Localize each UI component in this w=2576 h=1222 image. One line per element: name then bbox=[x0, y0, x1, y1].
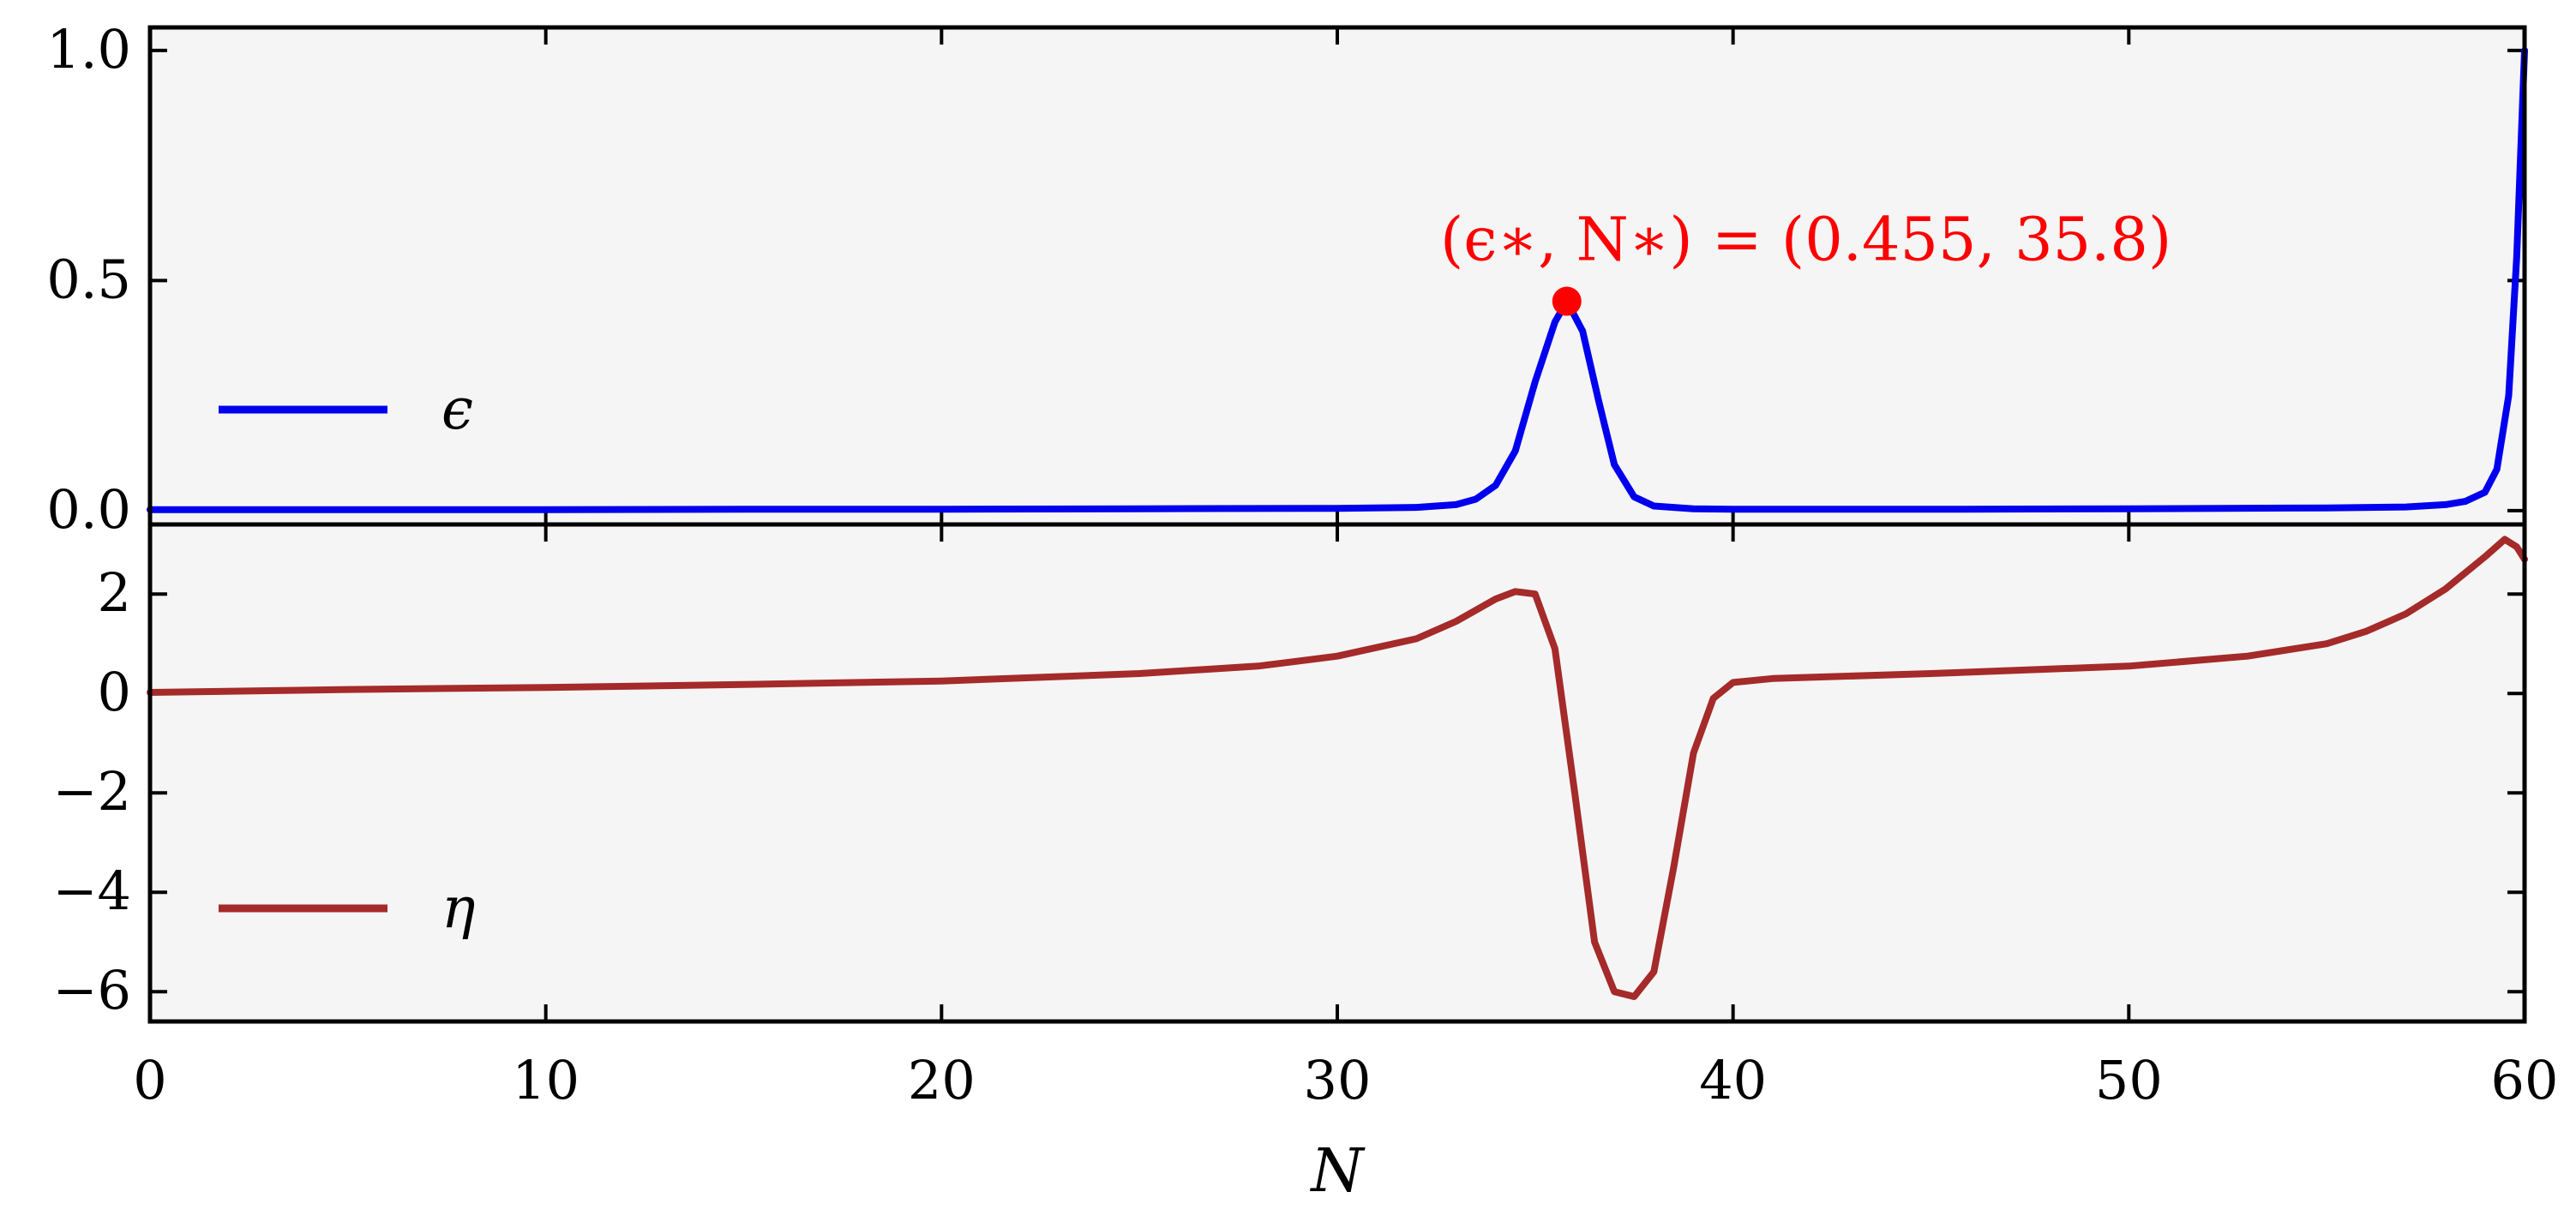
epsilon-panel-ticks: 0.0 0.5 1.0 bbox=[46, 18, 2526, 541]
x-axis-label: N bbox=[1309, 1135, 1366, 1206]
eta-panel-background bbox=[150, 524, 2525, 1021]
top-ytick-label: 1.0 bbox=[46, 18, 131, 81]
epsilon-panel: 0.0 0.5 1.0 (ϵ∗, N∗) = (0.455, 35.8) ϵ bbox=[46, 18, 2528, 541]
epsilon-panel-annotation: (ϵ∗, N∗) = (0.455, 35.8) bbox=[1440, 205, 2171, 316]
eta-legend-label: η bbox=[441, 875, 476, 941]
eta-panel-series bbox=[147, 536, 2528, 1000]
x-tick-label: 30 bbox=[1304, 1049, 1372, 1111]
bottom-ytick-label: −2 bbox=[53, 760, 131, 823]
top-ytick-label: 0.0 bbox=[46, 478, 131, 541]
epsilon-legend-label: ϵ bbox=[441, 376, 473, 442]
x-tick-label: 0 bbox=[133, 1049, 166, 1111]
eta-panel-frame bbox=[147, 522, 2527, 1024]
eta-line bbox=[147, 536, 2528, 1000]
epsilon-legend: ϵ bbox=[219, 376, 473, 442]
epsilon-panel-background bbox=[150, 27, 2525, 524]
x-tick-label: 60 bbox=[2491, 1049, 2559, 1111]
epsilon-line bbox=[147, 46, 2528, 513]
x-tick-label: 50 bbox=[2095, 1049, 2163, 1111]
x-axis: 0 10 20 30 40 50 60 bbox=[133, 1049, 2558, 1111]
eta-legend: η bbox=[219, 875, 476, 941]
x-tick-label: 40 bbox=[1699, 1049, 1767, 1111]
critical-point-marker bbox=[1552, 286, 1582, 316]
bottom-ytick-label: 2 bbox=[98, 561, 131, 624]
x-tick-label: 20 bbox=[908, 1049, 976, 1111]
bottom-ytick-label: −6 bbox=[53, 959, 131, 1021]
bottom-ytick-label: 0 bbox=[98, 661, 131, 723]
critical-point-label: (ϵ∗, N∗) = (0.455, 35.8) bbox=[1440, 205, 2171, 275]
top-ytick-label: 0.5 bbox=[46, 248, 131, 310]
eta-panel-ticks: 2 0 −2 −4 −6 bbox=[53, 524, 2526, 1021]
eta-panel: 2 0 −2 −4 −6 η bbox=[53, 522, 2528, 1024]
bottom-ytick-label: −4 bbox=[53, 860, 131, 922]
x-tick-label: 10 bbox=[512, 1049, 579, 1111]
epsilon-panel-series bbox=[147, 46, 2528, 513]
